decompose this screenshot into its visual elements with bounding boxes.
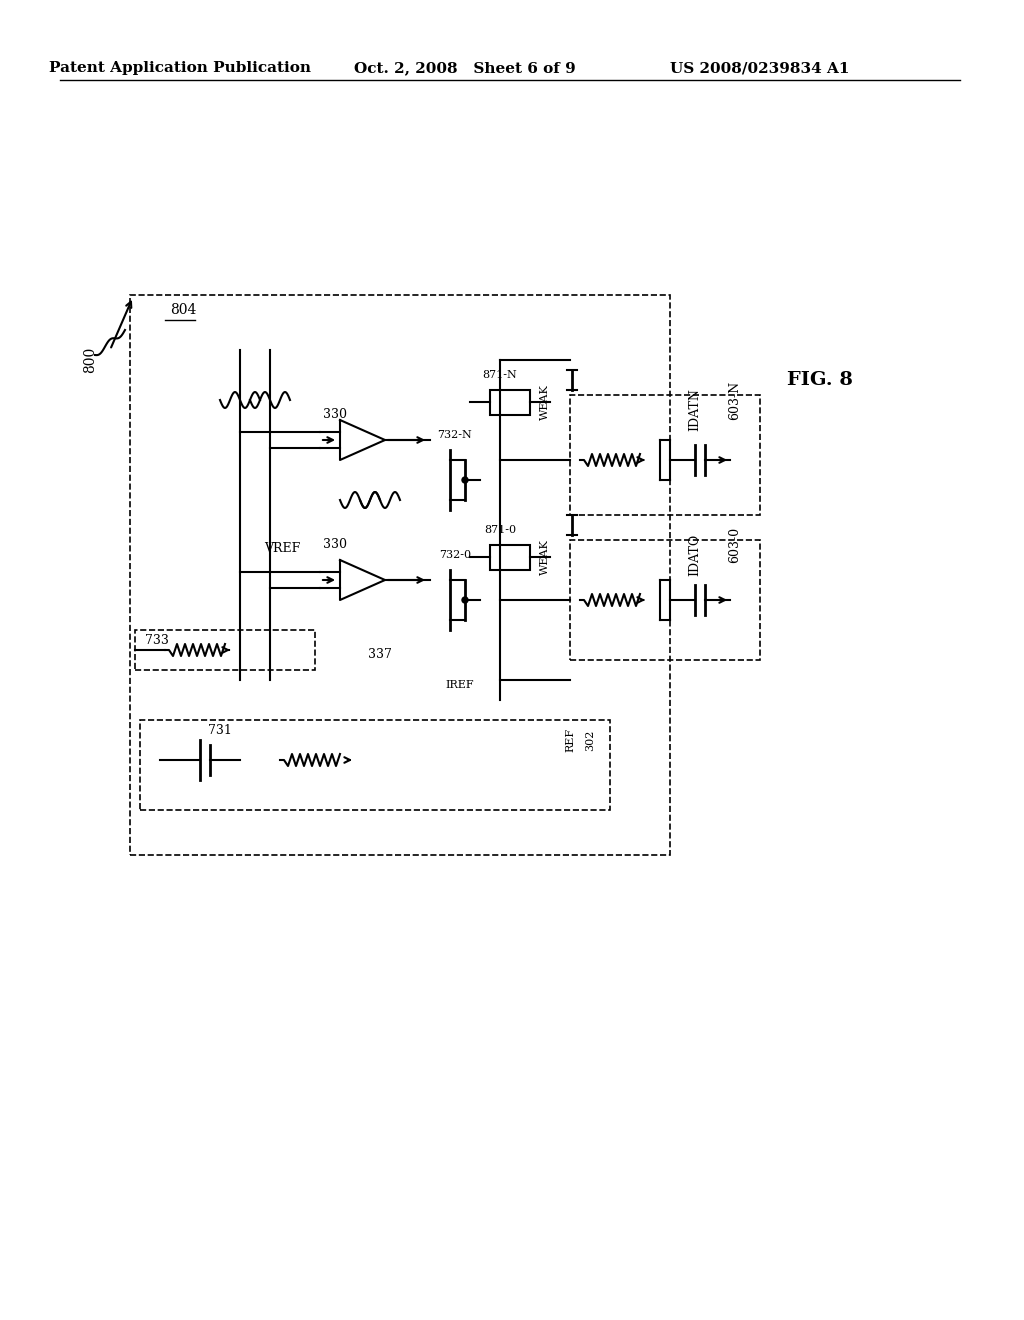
Bar <box>140 719 610 810</box>
Text: WEAK: WEAK <box>540 539 550 576</box>
Text: 337: 337 <box>368 648 392 661</box>
Bar <box>490 545 530 570</box>
Circle shape <box>462 597 468 603</box>
Text: WEAK: WEAK <box>540 384 550 420</box>
Text: 804: 804 <box>170 304 197 317</box>
Text: 330: 330 <box>323 539 347 552</box>
Text: 871-0: 871-0 <box>484 525 516 535</box>
Text: 871-N: 871-N <box>482 370 517 380</box>
Text: 603-N: 603-N <box>728 380 741 420</box>
Text: Patent Application Publication: Patent Application Publication <box>49 61 311 75</box>
Text: 302: 302 <box>585 730 595 751</box>
Text: 800: 800 <box>83 347 97 374</box>
Text: 733: 733 <box>145 634 169 647</box>
Bar <box>130 294 670 855</box>
Text: IDATN: IDATN <box>688 388 701 432</box>
Text: Oct. 2, 2008   Sheet 6 of 9: Oct. 2, 2008 Sheet 6 of 9 <box>354 61 575 75</box>
Text: 732-0: 732-0 <box>439 550 471 560</box>
Text: IDATO: IDATO <box>688 533 701 576</box>
Circle shape <box>462 477 468 483</box>
Text: 330: 330 <box>323 408 347 421</box>
Bar <box>570 395 760 515</box>
Bar <box>135 630 315 671</box>
Bar <box>490 389 530 414</box>
Bar <box>570 540 760 660</box>
Text: IREF: IREF <box>445 680 474 690</box>
Text: REF: REF <box>565 727 575 752</box>
Text: FIG. 8: FIG. 8 <box>787 371 853 389</box>
Text: 732-N: 732-N <box>437 430 472 440</box>
Text: 731: 731 <box>208 723 232 737</box>
Polygon shape <box>340 560 385 601</box>
Polygon shape <box>340 420 385 459</box>
Text: 603-0: 603-0 <box>728 527 741 564</box>
Text: US 2008/0239834 A1: US 2008/0239834 A1 <box>671 61 850 75</box>
Text: VREF: VREF <box>264 541 300 554</box>
